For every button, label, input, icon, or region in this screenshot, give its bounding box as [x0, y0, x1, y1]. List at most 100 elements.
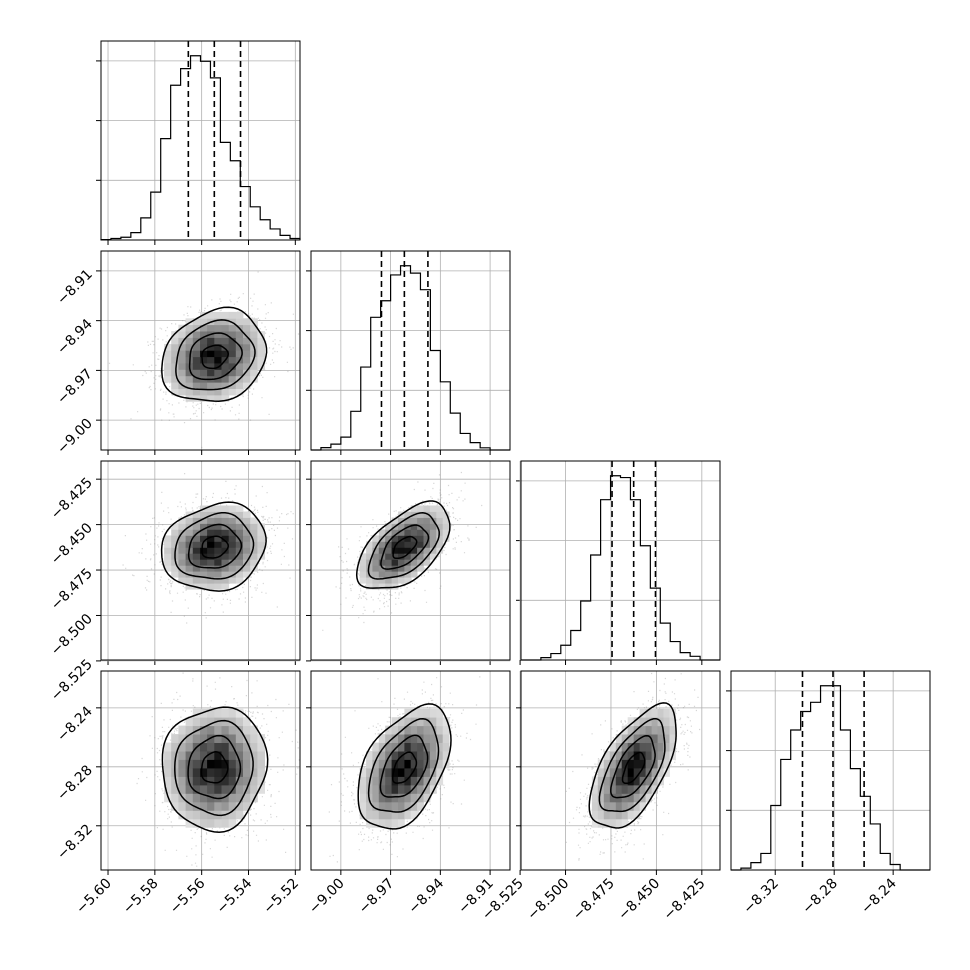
density-cell [436, 751, 444, 760]
density-cell [398, 547, 405, 554]
density-cell [171, 801, 179, 811]
density-cell [178, 541, 186, 548]
histogram-0 [100, 55, 301, 241]
density-cell [378, 742, 386, 752]
density-cell [250, 759, 258, 769]
density-cell [378, 583, 386, 590]
density-cell [192, 350, 201, 358]
density-cell [214, 511, 222, 518]
density-cell [627, 768, 635, 777]
density-cell [185, 350, 194, 358]
density-cell [178, 337, 186, 345]
y-tick-label: −8.450 [48, 520, 96, 568]
density-cell [235, 505, 244, 512]
density-cell [391, 717, 399, 727]
density-cell [398, 535, 405, 542]
density-cell [185, 742, 194, 752]
density-cell [359, 553, 367, 560]
density-cell [591, 784, 599, 794]
density-cell [228, 776, 237, 786]
density-cell [410, 768, 418, 777]
density-cell [243, 517, 251, 524]
density-cell [235, 565, 244, 572]
density-cell [404, 517, 412, 524]
density-cell [214, 331, 222, 338]
density-cell [639, 801, 646, 811]
density-cell [639, 768, 646, 777]
density-cell [214, 547, 222, 554]
density-cell [391, 810, 399, 820]
panel-frame [310, 460, 511, 661]
density-cell [171, 356, 179, 364]
density-cell [214, 742, 222, 752]
density-cell [385, 742, 392, 752]
density-cell [657, 759, 664, 769]
density-cell [250, 547, 258, 554]
density-cell [171, 337, 179, 345]
density-cell [243, 535, 251, 542]
density-cell [651, 759, 658, 769]
density-cell [185, 559, 194, 566]
x-tick-label: −5.60 [73, 876, 115, 918]
density-cell [235, 529, 244, 536]
density-cell [243, 776, 251, 786]
density-cell [243, 759, 251, 769]
density-cell [207, 776, 215, 786]
density-cell [633, 801, 641, 811]
density-cell [171, 369, 179, 377]
density-cell [228, 768, 237, 777]
density-cell [250, 363, 258, 370]
density-cell [235, 571, 244, 578]
density-cell [436, 505, 444, 512]
density-cell [250, 553, 258, 560]
density-cell [243, 793, 251, 803]
density-cell [366, 768, 373, 777]
density-cell [372, 784, 380, 794]
density-cell [645, 717, 652, 727]
density-cells [164, 505, 265, 590]
density-cell [378, 565, 386, 572]
density-cell [200, 324, 208, 332]
density-cell [621, 784, 629, 794]
density-cell [429, 734, 437, 743]
density-cell [200, 541, 208, 548]
density-cell [200, 517, 208, 524]
density-cell [200, 725, 208, 735]
contour-2 [598, 717, 666, 813]
density-cell [235, 511, 244, 518]
density-cell [633, 768, 641, 777]
density-cell [609, 801, 617, 811]
density-cell [192, 523, 201, 530]
density-cell [633, 793, 641, 803]
density-cell [609, 759, 617, 769]
density-cell [391, 517, 399, 524]
density-cell [164, 375, 172, 383]
contour-0 [392, 535, 418, 560]
density-cell [207, 742, 215, 752]
density-cell [372, 541, 380, 548]
density-cell [192, 324, 201, 332]
density-cell [200, 523, 208, 530]
density-cell [645, 708, 652, 718]
density-cell [429, 759, 437, 769]
density-cell [221, 708, 230, 718]
density-cell [192, 369, 201, 377]
density-cell [200, 547, 208, 554]
density-cell [436, 511, 444, 518]
density-cell [178, 751, 186, 760]
density-cell [404, 742, 412, 752]
density-cell [207, 810, 215, 820]
density-cell [398, 776, 405, 786]
density-cell [404, 565, 412, 572]
density-cell [359, 776, 367, 786]
density-cell [372, 577, 380, 584]
density-cell [669, 725, 676, 735]
density-cell [178, 356, 186, 364]
density-cell [192, 793, 201, 803]
density-cell [378, 734, 386, 743]
y-tick-label: −8.525 [48, 656, 96, 704]
density-cell [436, 535, 444, 542]
y-tick-label: −8.425 [48, 475, 96, 523]
density-cell [417, 742, 424, 752]
density-cell [372, 553, 380, 560]
